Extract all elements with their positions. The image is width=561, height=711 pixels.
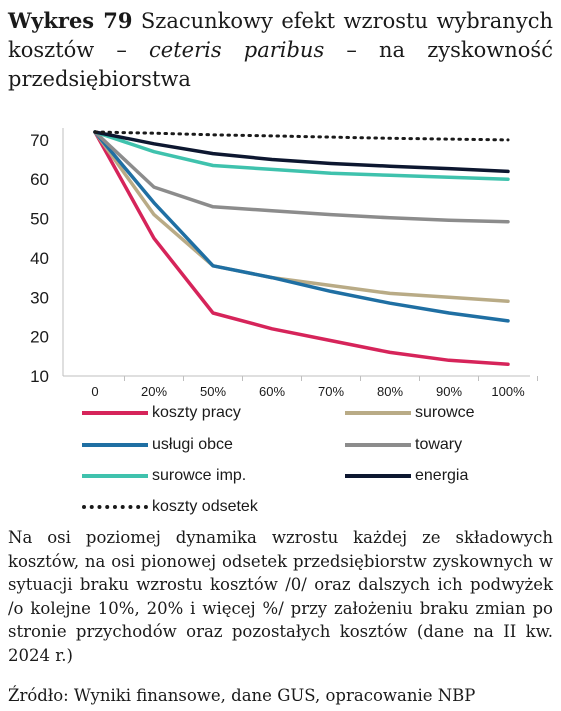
chart-source: Źródło: Wyniki finansowe, dane GUS, opra… — [8, 686, 476, 705]
chart-title: Wykres 79 Szacunkowy efekt wzrostu wybra… — [8, 6, 553, 94]
y-tick-label: 20 — [30, 328, 49, 347]
legend-swatch — [345, 411, 411, 415]
chart-note: Na osi poziomej dynamika wzrostu każdej … — [8, 528, 553, 665]
x-tick-label: 70% — [318, 384, 344, 399]
series-line-5 — [93, 130, 510, 174]
legend-item-2: usługi obce — [82, 436, 233, 454]
series-line-1 — [93, 130, 510, 303]
y-tick-label: 10 — [30, 367, 49, 386]
x-tick-label: 100% — [491, 384, 525, 399]
series-line-6 — [93, 130, 510, 142]
y-tick-label: 70 — [30, 131, 49, 150]
series-line-4 — [93, 130, 510, 181]
legend-swatch — [82, 505, 148, 509]
y-tick-label: 30 — [30, 288, 49, 307]
legend-label: koszty odsetek — [152, 498, 258, 515]
series-line-0 — [93, 130, 510, 366]
chart-title-part2: – na zyskowność przedsiębiorstwa — [8, 38, 553, 91]
x-tick-label: 80% — [377, 384, 403, 399]
legend-item-4: surowce imp. — [82, 467, 246, 485]
series-line-3 — [93, 130, 510, 224]
x-tick-label: 90% — [436, 384, 462, 399]
chart-title-part1: Szacunkowy efekt wzrostu wybranych koszt… — [8, 9, 553, 62]
x-tick-label: 0 — [91, 384, 98, 399]
legend-swatch — [345, 443, 411, 447]
y-tick-label: 50 — [30, 210, 49, 229]
x-tick-label: 50% — [200, 384, 226, 399]
series-line-2 — [93, 130, 510, 323]
y-tick-label: 40 — [30, 249, 49, 268]
x-tick-label: 20% — [141, 384, 167, 399]
legend-item-0: koszty pracy — [82, 404, 241, 422]
chart-title-label: Wykres 79 — [8, 8, 133, 33]
legend-item-3: towary — [345, 436, 462, 454]
legend-label: towary — [415, 436, 463, 453]
chart-title-italic: ceteris paribus — [149, 38, 325, 62]
legend-item-1: surowce — [345, 404, 475, 422]
legend-label: usługi obce — [152, 436, 233, 453]
legend-swatch — [82, 474, 148, 478]
line-chart: 10 20 30 40 50 60 70 0 20% 50% 60% 70% 80% 90% 100% — [30, 128, 538, 399]
legend-label: koszty pracy — [152, 404, 241, 421]
legend-swatch — [82, 411, 148, 415]
legend-label: surowce imp. — [152, 467, 247, 484]
legend-label: surowce — [415, 404, 475, 421]
legend-swatch — [345, 474, 411, 478]
x-tick-label: 60% — [259, 384, 285, 399]
legend-item-5: energia — [345, 467, 468, 485]
y-tick-label: 60 — [30, 170, 49, 189]
legend-item-6: koszty odsetek — [82, 498, 258, 516]
legend-swatch — [82, 443, 148, 447]
legend-label: energia — [415, 467, 469, 484]
